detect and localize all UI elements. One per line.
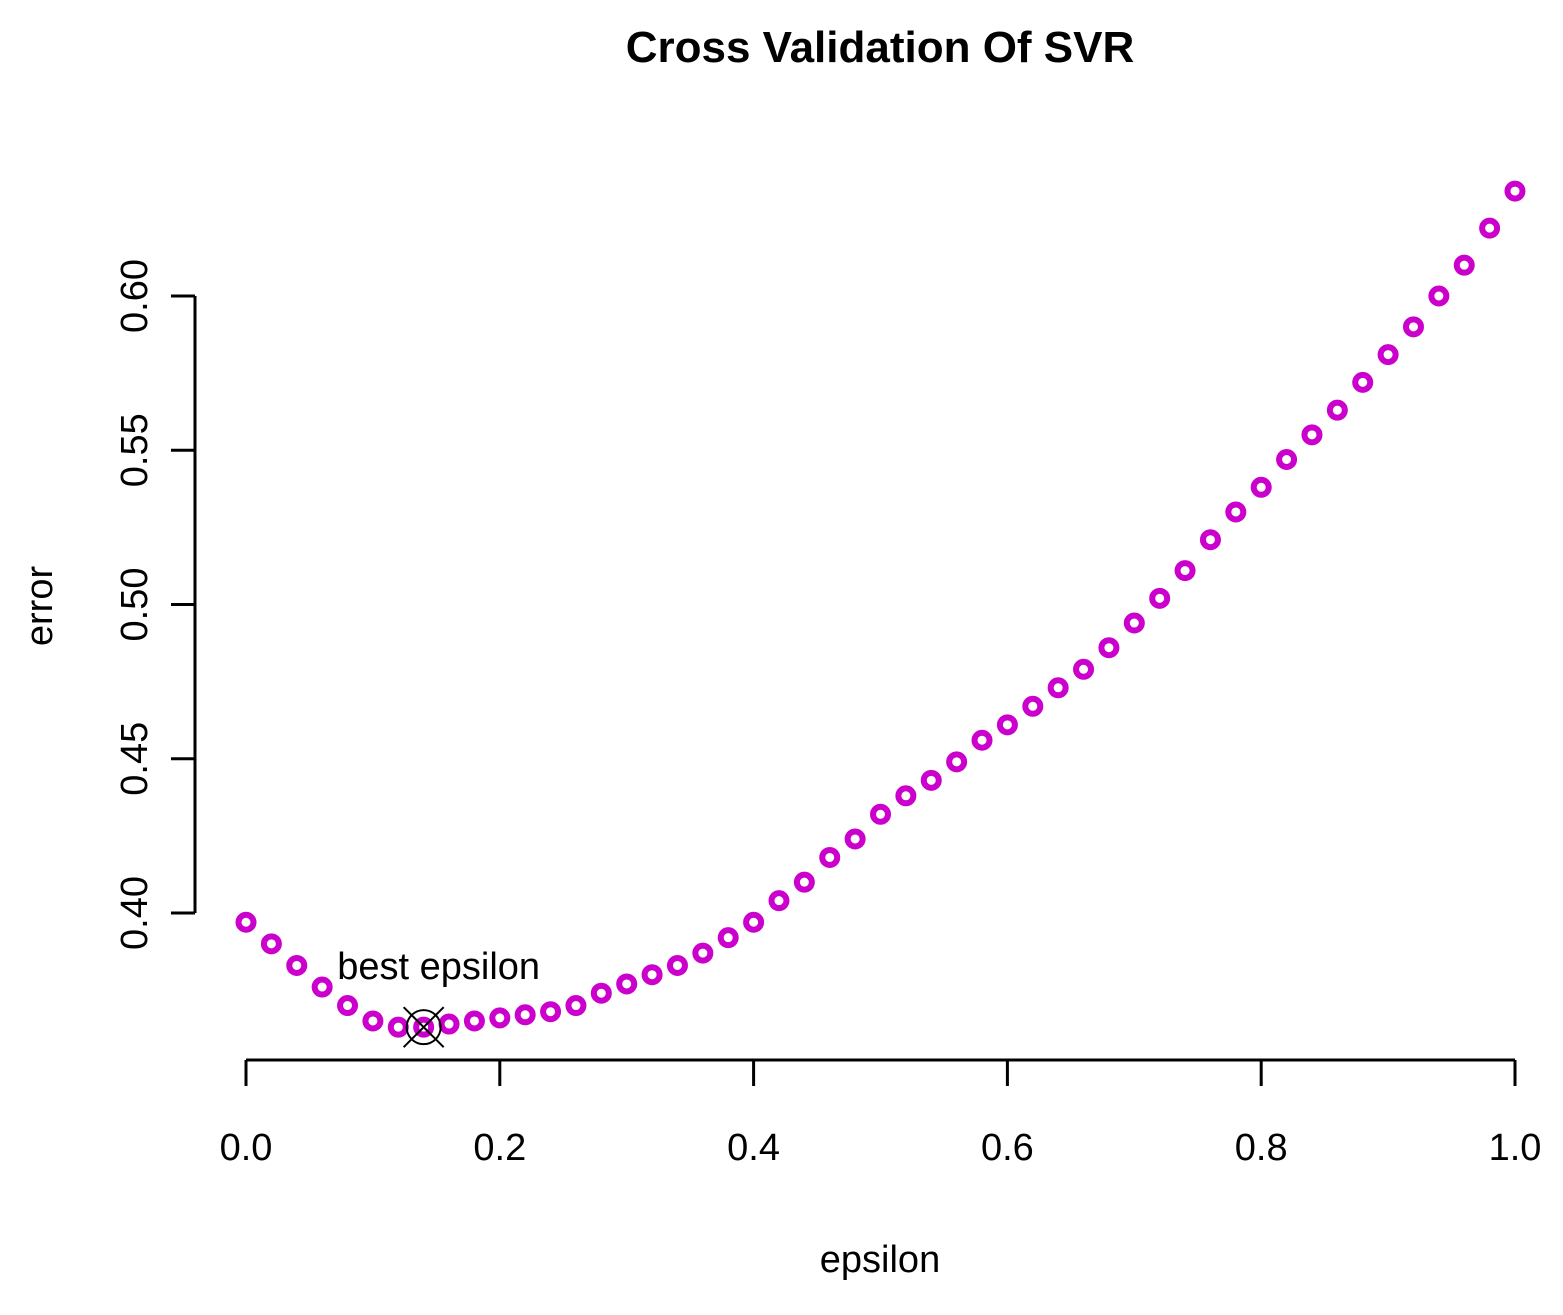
data-point <box>768 890 790 912</box>
best-point-circle <box>405 1009 442 1046</box>
data-point <box>1250 476 1272 498</box>
data-point <box>1301 424 1323 446</box>
data-point <box>260 933 282 955</box>
data-point <box>1377 344 1399 366</box>
data-point <box>692 942 714 964</box>
data-points <box>235 180 1526 1038</box>
data-point <box>514 1004 536 1026</box>
data-point <box>1326 399 1348 421</box>
data-point <box>590 982 612 1004</box>
chart-title: Cross Validation Of SVR <box>626 23 1135 72</box>
data-point <box>1098 637 1120 659</box>
data-point <box>1504 180 1526 202</box>
best-point-cross <box>402 1006 445 1048</box>
best-epsilon-marker <box>402 1006 445 1048</box>
data-point <box>793 871 815 893</box>
data-point <box>565 995 587 1017</box>
data-point <box>413 1016 435 1038</box>
x-axis: 0.0 0.2 0.4 0.6 0.8 1.0 <box>220 1058 1542 1169</box>
data-point <box>1225 501 1247 523</box>
data-point <box>1352 371 1374 393</box>
data-point <box>819 846 841 868</box>
data-point <box>895 785 917 807</box>
x-tick-label: 1.0 <box>1489 1127 1542 1169</box>
data-point <box>641 964 663 986</box>
data-point <box>743 911 765 933</box>
data-point <box>1149 587 1171 609</box>
data-point <box>1022 695 1044 717</box>
data-point <box>235 911 257 933</box>
y-axis: 0.40 0.45 0.50 0.55 0.60 <box>114 259 197 950</box>
x-axis-label: epsilon <box>820 1239 940 1281</box>
data-point <box>971 729 993 751</box>
data-point <box>463 1010 485 1032</box>
data-point <box>1047 677 1069 699</box>
x-tick-label: 0.8 <box>1235 1127 1288 1169</box>
data-point <box>1276 449 1298 471</box>
data-point <box>1174 560 1196 582</box>
data-point <box>1479 217 1501 239</box>
data-point <box>717 927 739 949</box>
y-tick-label: 0.40 <box>114 876 156 950</box>
data-point <box>489 1007 511 1029</box>
data-point <box>996 714 1018 736</box>
data-point <box>870 803 891 825</box>
y-tick-label: 0.60 <box>114 259 156 333</box>
x-tick-label: 0.0 <box>220 1127 273 1169</box>
y-tick-label: 0.50 <box>114 568 156 642</box>
data-point <box>1199 529 1221 551</box>
data-point <box>1428 285 1450 307</box>
y-tick-label: 0.55 <box>114 413 156 487</box>
data-point <box>666 954 688 976</box>
data-point <box>1073 658 1095 680</box>
data-point <box>311 976 333 998</box>
data-point <box>540 1001 562 1023</box>
data-point <box>1123 612 1145 634</box>
best-epsilon-annotation: best epsilon <box>337 946 540 988</box>
x-tick-label: 0.4 <box>727 1127 780 1169</box>
x-tick-label: 0.2 <box>473 1127 526 1169</box>
data-point <box>844 828 866 850</box>
x-tick-label: 0.6 <box>981 1127 1034 1169</box>
data-point <box>1402 316 1424 338</box>
data-point <box>920 769 942 791</box>
data-point <box>387 1016 409 1038</box>
data-point <box>616 973 638 995</box>
y-tick-label: 0.45 <box>114 722 156 796</box>
data-point <box>946 751 968 773</box>
data-point <box>337 995 359 1017</box>
data-point <box>286 954 308 976</box>
data-point <box>362 1010 384 1032</box>
y-axis-label: error <box>19 566 61 647</box>
data-point <box>438 1013 460 1035</box>
data-point <box>1453 254 1475 276</box>
